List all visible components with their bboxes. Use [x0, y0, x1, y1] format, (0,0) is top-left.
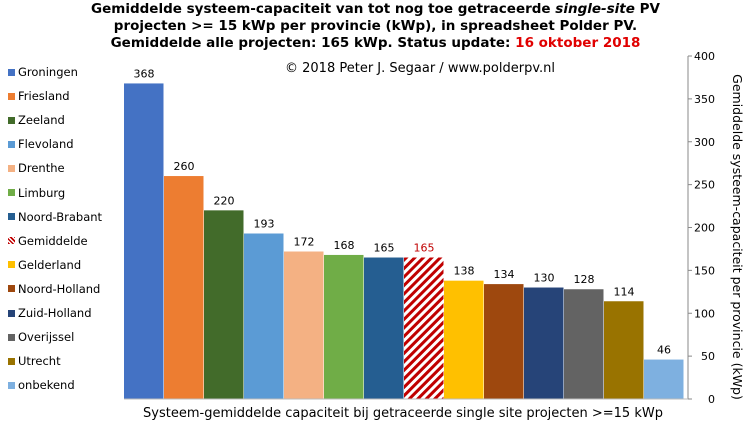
legend-swatch — [8, 357, 15, 365]
data-label-onbekend: 46 — [657, 344, 671, 357]
legend-item-groningen: Groningen — [8, 62, 78, 82]
y-tick-label-50: 50 — [701, 350, 715, 363]
legend-label: Gelderland — [18, 257, 82, 272]
legend-swatch — [8, 164, 15, 172]
bar-onbekend — [644, 359, 684, 399]
legend-swatch — [8, 116, 15, 124]
copyright-text: © 2018 Peter J. Segaar / www.polderpv.nl — [285, 61, 555, 76]
data-label-limburg: 168 — [334, 239, 355, 252]
data-label-flevoland: 193 — [254, 218, 275, 231]
legend-label: Noord-Brabant — [18, 209, 103, 224]
legend-item-zeeland: Zeeland — [8, 110, 65, 130]
legend-item-onbekend: onbekend — [8, 375, 75, 395]
legend-label: Noord-Holland — [18, 281, 101, 296]
legend-label: Flevoland — [18, 137, 74, 152]
y-tick-label-100: 100 — [694, 307, 715, 320]
y-tick-label-200: 200 — [694, 222, 715, 235]
y-axis-label: Gemiddelde systeem-capaciteit per provin… — [730, 74, 745, 400]
legend-swatch — [8, 309, 15, 317]
bar-drenthe — [284, 251, 324, 399]
data-label-gelderland: 138 — [454, 265, 475, 278]
y-tick-label-0: 0 — [708, 393, 715, 406]
legend-label: Drenthe — [18, 161, 65, 176]
bar-overijssel — [564, 289, 604, 399]
legend-label: onbekend — [18, 378, 75, 393]
legend-swatch — [8, 68, 15, 76]
title-line-1: Gemiddelde systeem-capaciteit van tot no… — [91, 1, 660, 17]
bar-limburg — [324, 254, 364, 399]
data-label-drenthe: 172 — [294, 236, 315, 249]
status-date: 16 oktober 2018 — [515, 35, 641, 51]
legend-item-zuid-holland: Zuid-Holland — [8, 303, 92, 323]
data-label-gemiddelde: 165 — [414, 242, 435, 255]
bar-utrecht — [604, 301, 644, 399]
legend-swatch — [8, 285, 15, 293]
y-tick-label-150: 150 — [694, 264, 715, 277]
chart-title: Gemiddelde systeem-capaciteit van tot no… — [0, 1, 751, 52]
legend-swatch — [8, 237, 15, 245]
legend-label: Overijssel — [18, 330, 75, 345]
legend-swatch — [8, 333, 15, 341]
bar-zeeland — [204, 210, 244, 399]
bar-groningen — [124, 83, 164, 399]
legend-item-noord-holland: Noord-Holland — [8, 279, 100, 299]
bar-gemiddelde — [404, 257, 444, 399]
legend-swatch — [8, 189, 15, 196]
y-tick-label-350: 350 — [694, 93, 715, 106]
bar-zuid-holland — [524, 287, 564, 399]
legend-item-drenthe: Drenthe — [8, 158, 65, 178]
legend-label: Limburg — [18, 185, 66, 200]
data-label-groningen: 368 — [134, 67, 155, 80]
data-label-friesland: 260 — [174, 160, 195, 173]
legend-swatch — [8, 92, 15, 100]
bar-flevoland — [244, 233, 284, 399]
legend-swatch — [8, 213, 15, 221]
x-axis-label: Systeem-gemiddelde capaciteit bij getrac… — [143, 406, 663, 421]
legend-item-overijssel: Overijssel — [8, 327, 74, 347]
y-tick-label-250: 250 — [694, 179, 715, 192]
legend-item-gemiddelde: Gemiddelde — [8, 231, 88, 251]
legend-item-utrecht: Utrecht — [8, 351, 61, 371]
data-label-utrecht: 114 — [614, 285, 635, 298]
bar-noord-holland — [484, 284, 524, 399]
legend-label: Gemiddelde — [18, 233, 88, 248]
y-tick-label-400: 400 — [694, 50, 715, 63]
data-label-noord-holland: 134 — [494, 268, 515, 281]
data-label-zuid-holland: 130 — [534, 272, 555, 285]
bar-gelderland — [444, 280, 484, 399]
legend-item-limburg: Limburg — [8, 183, 65, 203]
legend-label: Zeeland — [18, 113, 65, 128]
legend-label: Utrecht — [18, 354, 61, 369]
title-line-3: Gemiddelde alle projecten: 165 kWp. Stat… — [110, 35, 641, 51]
bar-friesland — [164, 176, 204, 399]
legend-label: Groningen — [18, 65, 78, 79]
y-axis: 0 50 100 150 200 250 300 350 400 — [124, 50, 715, 406]
legend-item-flevoland: Flevoland — [8, 134, 74, 154]
legend-swatch — [8, 261, 15, 269]
title-line-2: projecten >= 15 kWp per provincie (kWp),… — [113, 18, 638, 34]
legend-label: Zuid-Holland — [18, 306, 92, 320]
bar-noord-brabant — [364, 257, 404, 399]
legend-swatch — [8, 140, 15, 148]
bars-group: 368 260 220 193 172 168 165 165 138 134 130 128 114 4… — [124, 67, 684, 399]
legend-label: Friesland — [18, 89, 70, 104]
data-label-overijssel: 128 — [574, 273, 595, 286]
data-label-noord-brabant: 165 — [374, 242, 395, 255]
data-label-zeeland: 220 — [214, 194, 235, 207]
legend-item-friesland: Friesland — [8, 86, 70, 106]
legend-swatch — [8, 381, 15, 389]
y-tick-label-300: 300 — [694, 136, 715, 149]
legend-item-gelderland: Gelderland — [8, 255, 81, 275]
legend-item-noord-brabant: Noord-Brabant — [8, 207, 102, 227]
